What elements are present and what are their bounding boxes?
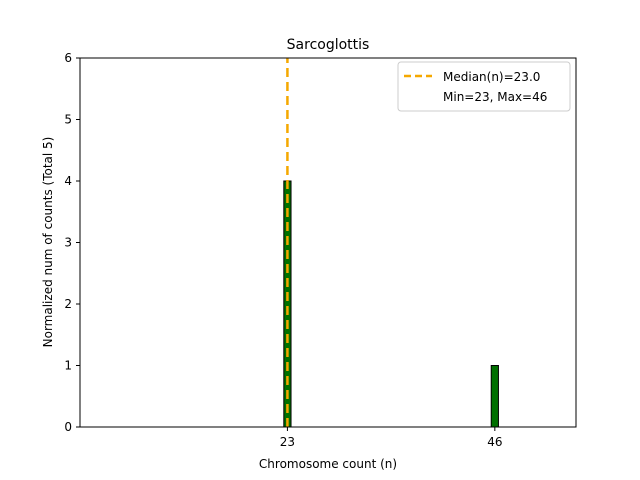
x-tick-label-0: 23	[280, 435, 295, 449]
x-tick-label-1: 46	[487, 435, 502, 449]
legend-entry-median: Median(n)=23.0	[443, 70, 540, 84]
y-ticks: 0 1 2 3 4 5 6	[64, 51, 80, 434]
legend: Median(n)=23.0 Min=23, Max=46	[397, 61, 571, 112]
bars-layer	[283, 180, 499, 428]
y-axis-label: Normalized num of counts (Total 5)	[41, 137, 55, 348]
chart-title: Sarcoglottis	[287, 37, 370, 53]
legend-entry-minmax: Min=23, Max=46	[443, 90, 547, 104]
bar-1	[490, 365, 499, 428]
x-ticks: 23 46	[280, 427, 502, 449]
y-tick-label-6: 6	[64, 51, 72, 65]
legend-box	[397, 61, 571, 112]
y-tick-label-1: 1	[64, 359, 72, 373]
y-tick-label-2: 2	[64, 297, 72, 311]
y-tick-label-3: 3	[64, 236, 72, 250]
y-tick-label-5: 5	[64, 113, 72, 127]
plot-frame	[79, 57, 577, 428]
y-tick-label-4: 4	[64, 174, 72, 188]
x-axis-label: Chromosome count (n)	[259, 457, 397, 471]
y-tick-label-0: 0	[64, 420, 72, 434]
